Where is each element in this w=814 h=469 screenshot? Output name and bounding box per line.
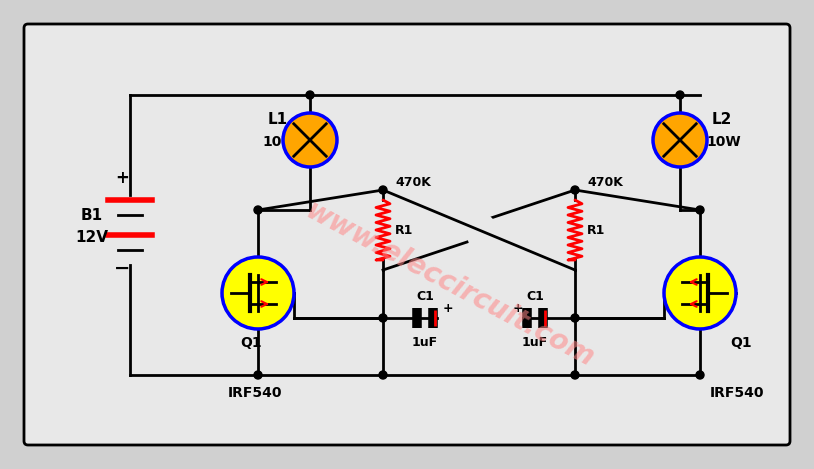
- Text: 12V: 12V: [76, 230, 108, 245]
- Circle shape: [379, 314, 387, 322]
- Text: B1: B1: [81, 207, 103, 222]
- Text: L2: L2: [712, 113, 733, 128]
- Circle shape: [696, 206, 704, 214]
- Circle shape: [571, 314, 579, 322]
- Circle shape: [254, 206, 262, 214]
- Circle shape: [379, 186, 387, 194]
- Text: IRF540: IRF540: [228, 386, 282, 400]
- FancyBboxPatch shape: [24, 24, 790, 445]
- Text: 1uF: 1uF: [522, 336, 548, 349]
- Text: www.eleccircuit.com: www.eleccircuit.com: [301, 197, 599, 373]
- Text: IRF540: IRF540: [710, 386, 764, 400]
- Text: Q1: Q1: [730, 336, 751, 350]
- Text: +: +: [115, 169, 129, 187]
- Circle shape: [571, 371, 579, 379]
- Text: C1: C1: [416, 289, 434, 303]
- Circle shape: [653, 113, 707, 167]
- Text: 1uF: 1uF: [412, 336, 438, 349]
- Text: 10W: 10W: [262, 135, 296, 149]
- Circle shape: [306, 91, 314, 99]
- Text: L1: L1: [268, 113, 288, 128]
- Text: R1: R1: [395, 224, 414, 236]
- Circle shape: [283, 113, 337, 167]
- Text: 10W: 10W: [706, 135, 741, 149]
- Circle shape: [676, 91, 684, 99]
- Circle shape: [696, 371, 704, 379]
- Text: 470K: 470K: [395, 175, 431, 189]
- Text: Q1: Q1: [240, 336, 261, 350]
- Text: C1: C1: [526, 289, 544, 303]
- Text: R1: R1: [587, 224, 606, 236]
- Circle shape: [664, 257, 736, 329]
- Text: 470K: 470K: [587, 175, 623, 189]
- Circle shape: [222, 257, 294, 329]
- Circle shape: [254, 371, 262, 379]
- Text: +: +: [443, 302, 453, 315]
- Text: +: +: [513, 302, 523, 315]
- Text: −: −: [114, 258, 130, 278]
- Circle shape: [379, 371, 387, 379]
- Circle shape: [571, 186, 579, 194]
